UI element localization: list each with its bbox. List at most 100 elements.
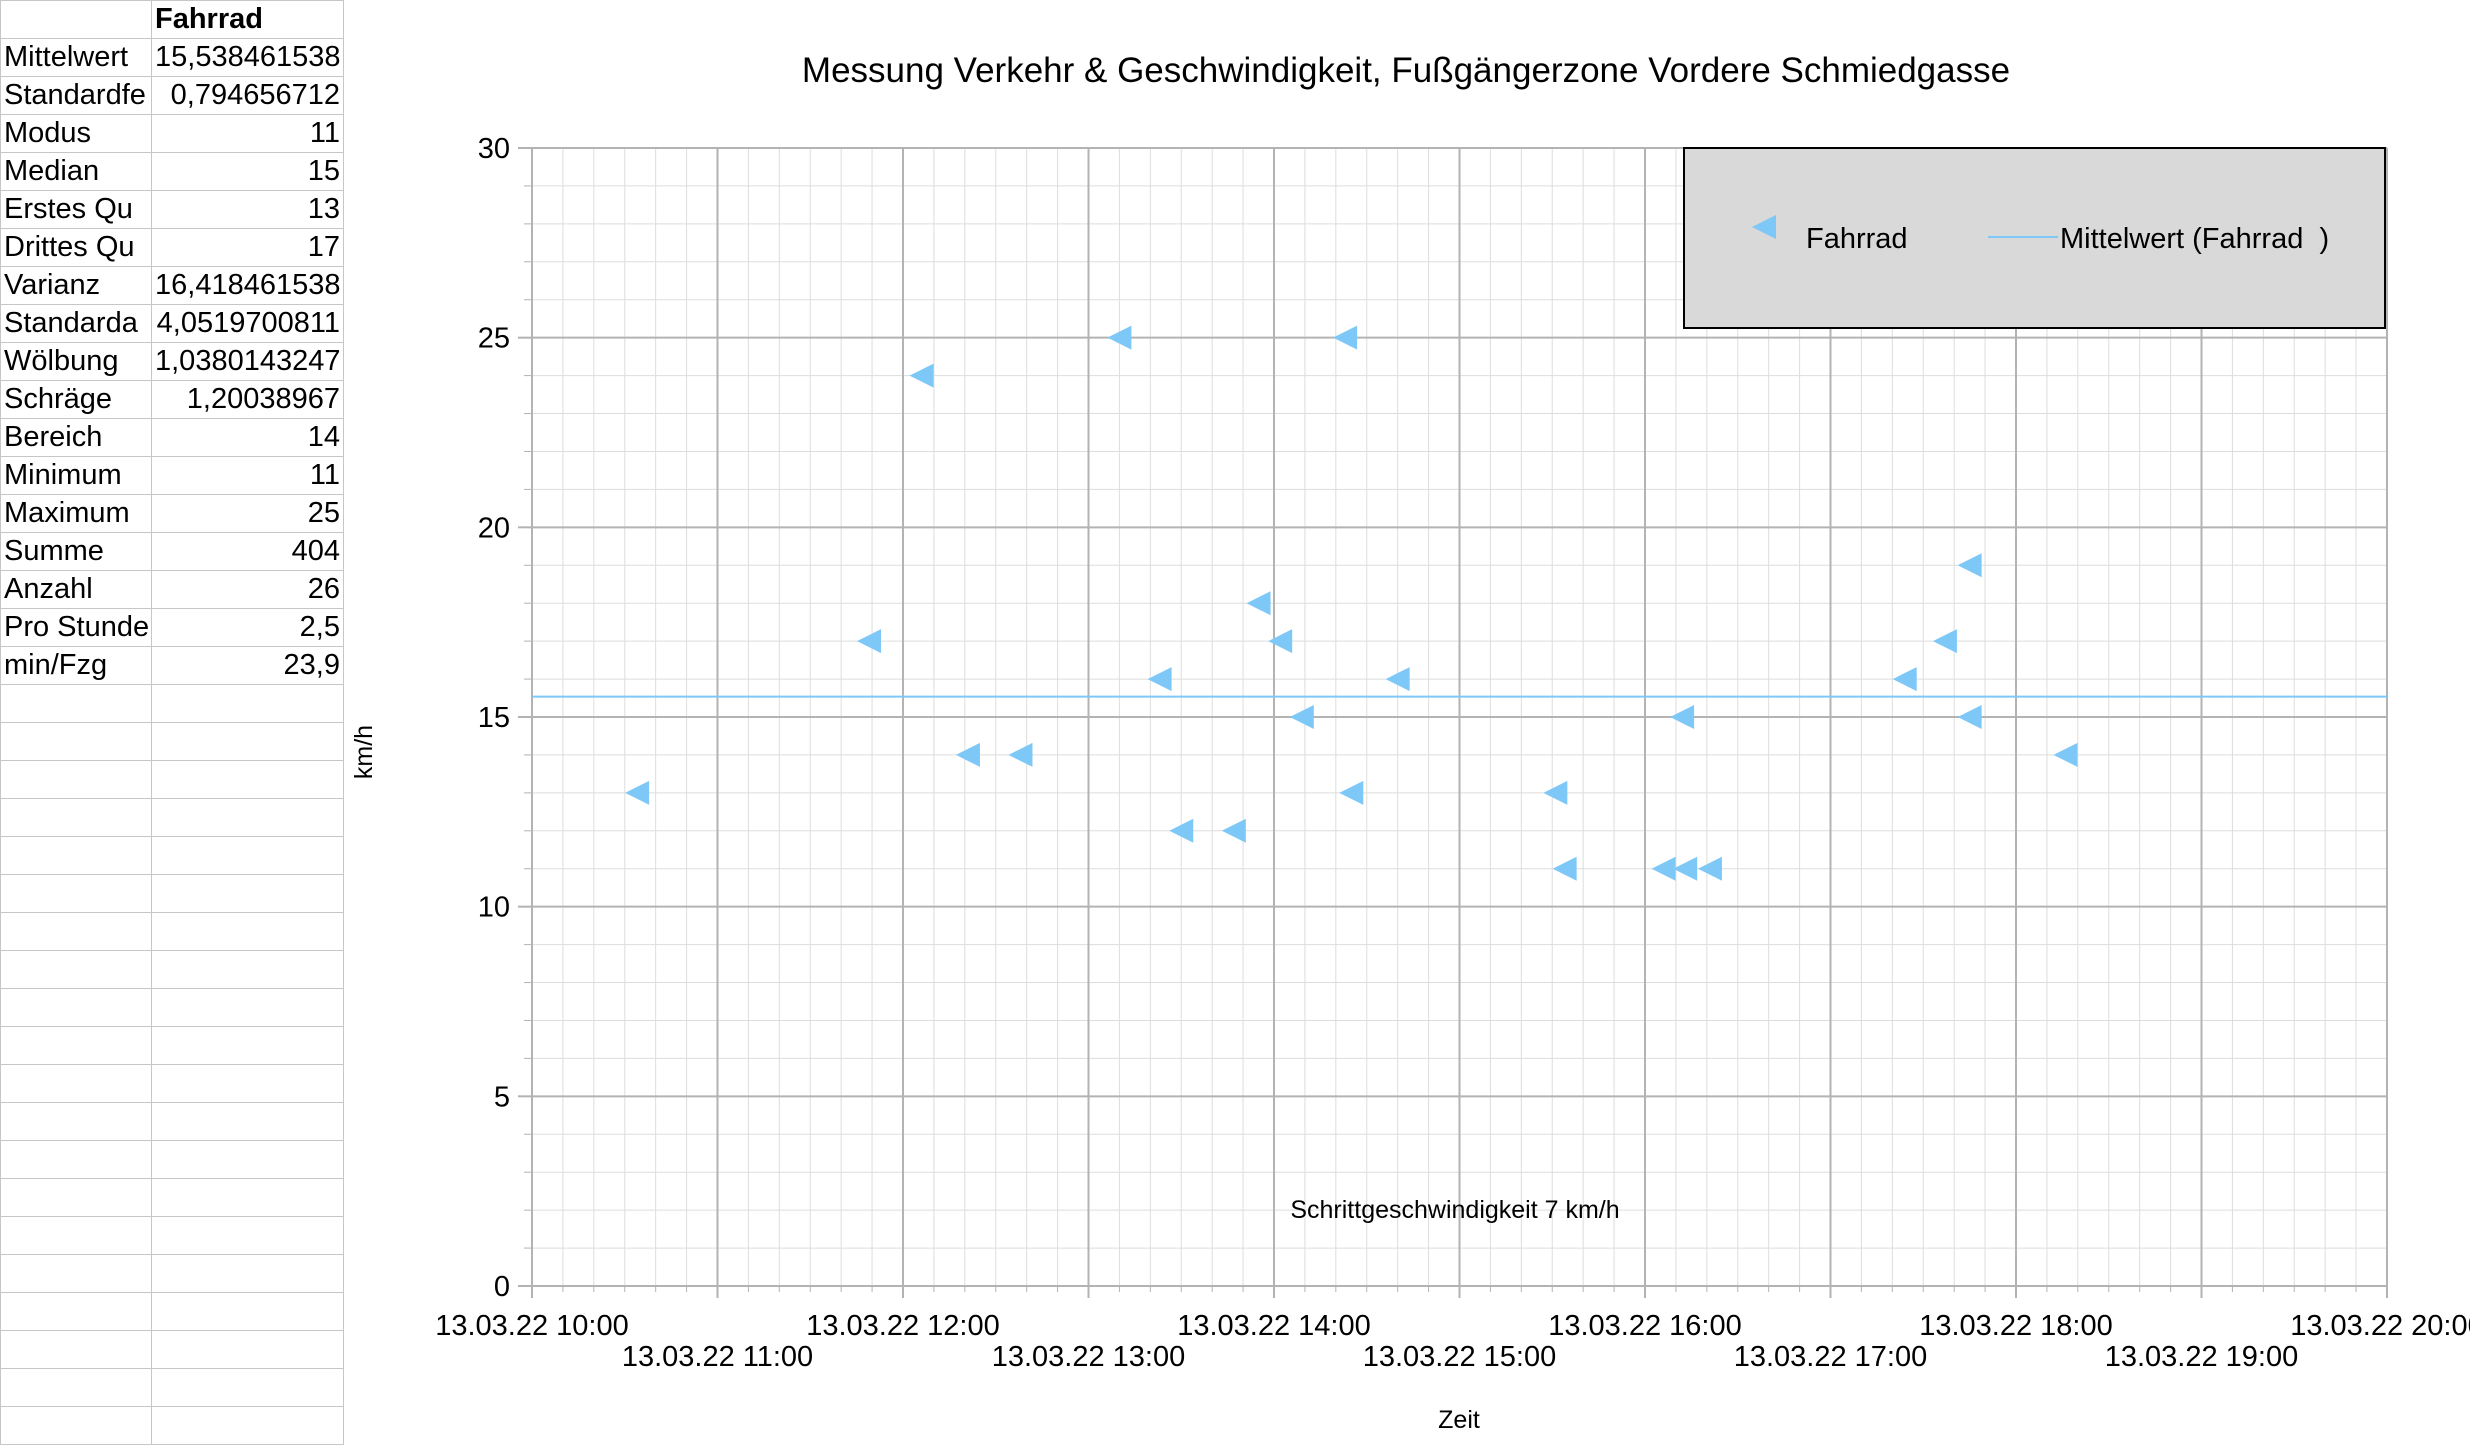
sheet-value-cell[interactable]: 1,20038967 (151, 380, 344, 419)
x-tick-label: 13.03.22 19:00 (2105, 1341, 2299, 1373)
sheet-cell-empty[interactable] (151, 1254, 344, 1293)
sheet-label-cell[interactable]: Summe (0, 532, 152, 571)
sheet-cell-empty[interactable] (151, 836, 344, 875)
data-point (909, 363, 934, 388)
sheet-label-cell[interactable]: Mittelwert (0, 38, 152, 77)
sheet-label-cell[interactable]: Modus (0, 114, 152, 153)
sheet-cell-empty[interactable] (0, 1216, 152, 1255)
sheet-cell-empty[interactable] (151, 1140, 344, 1179)
sheet-label-cell[interactable]: Maximum (0, 494, 152, 533)
sheet-value-cell[interactable]: 4,0519700811 (151, 304, 344, 343)
sheet-cell-empty[interactable] (0, 760, 152, 799)
sheet-cell-empty[interactable] (0, 1254, 152, 1293)
sheet-cell-empty[interactable] (151, 760, 344, 799)
sheet-cell-empty[interactable] (151, 798, 344, 837)
data-point (1552, 856, 1577, 881)
sheet-header-cell[interactable]: Fahrrad (151, 0, 344, 39)
sheet-cell-empty[interactable] (151, 950, 344, 989)
sheet-cell-empty[interactable] (151, 1026, 344, 1065)
legend: Fahrrad Mittelwert (Fahrrad ) (1683, 147, 2386, 329)
sheet-cell-empty[interactable] (0, 722, 152, 761)
data-point (1333, 325, 1358, 350)
sheet-row: Standardfe 0,794656712 (0, 76, 344, 115)
sheet-value-cell[interactable]: 23,9 (151, 646, 344, 685)
sheet-cell-empty[interactable] (151, 874, 344, 913)
sheet-cell-empty[interactable] (151, 722, 344, 761)
sheet-cell-empty[interactable] (151, 1102, 344, 1141)
sheet-cell-empty[interactable] (151, 1178, 344, 1217)
sheet-cell-empty[interactable] (0, 988, 152, 1027)
sheet-cell-empty[interactable] (151, 1406, 344, 1445)
sheet-cell-empty[interactable] (0, 1368, 152, 1407)
sheet-label-cell[interactable]: Standardfe (0, 76, 152, 115)
sheet-label-cell[interactable]: min/Fzg (0, 646, 152, 685)
sheet-label-cell[interactable]: Drittes Qu (0, 228, 152, 267)
sheet-label-cell[interactable]: Median (0, 152, 152, 191)
sheet-label-cell[interactable]: Minimum (0, 456, 152, 495)
sheet-cell-empty[interactable] (151, 1330, 344, 1369)
x-tick-label: 13.03.22 12:00 (806, 1310, 1000, 1342)
sheet-value-cell[interactable]: 15 (151, 152, 344, 191)
data-point (1221, 818, 1246, 843)
data-point (1268, 629, 1293, 654)
sheet-label-cell[interactable]: Anzahl (0, 570, 152, 609)
sheet-value-cell[interactable]: 26 (151, 570, 344, 609)
sheet-cell-empty[interactable] (151, 1064, 344, 1103)
sheet-cell-empty[interactable] (0, 0, 152, 39)
sheet-value-cell[interactable]: 11 (151, 114, 344, 153)
y-tick-label: 10 (478, 892, 510, 924)
sheet-row-empty (0, 798, 344, 837)
sheet-row-empty (0, 1064, 344, 1103)
sheet-cell-empty[interactable] (151, 684, 344, 723)
sheet-cell-empty[interactable] (151, 1368, 344, 1407)
sheet-label-cell[interactable]: Wölbung (0, 342, 152, 381)
sheet-cell-empty[interactable] (0, 836, 152, 875)
data-point (1932, 629, 1957, 654)
sheet-row-empty (0, 1406, 344, 1445)
legend-label-mean: Mittelwert (Fahrrad ) (2060, 223, 2329, 255)
sheet-cell-empty[interactable] (0, 950, 152, 989)
sheet-cell-empty[interactable] (0, 1178, 152, 1217)
sheet-label-cell[interactable]: Bereich (0, 418, 152, 457)
sheet-value-cell[interactable]: 404 (151, 532, 344, 571)
sheet-cell-empty[interactable] (0, 1406, 152, 1445)
sheet-cell-empty[interactable] (0, 1102, 152, 1141)
sheet-cell-empty[interactable] (151, 1216, 344, 1255)
sheet-value-cell[interactable]: 13 (151, 190, 344, 229)
sheet-value-cell[interactable]: 0,794656712 (151, 76, 344, 115)
sheet-label-cell[interactable]: Schräge (0, 380, 152, 419)
sheet-value-cell[interactable]: 15,538461538 (151, 38, 344, 77)
sheet-cell-empty[interactable] (0, 1140, 152, 1179)
sheet-value-cell[interactable]: 25 (151, 494, 344, 533)
sheet-value-cell[interactable]: 14 (151, 418, 344, 457)
sheet-value-cell[interactable]: 11 (151, 456, 344, 495)
sheet-cell-empty[interactable] (0, 1292, 152, 1331)
data-point (1543, 780, 1568, 805)
sheet-value-cell[interactable]: 1,0380143247 (151, 342, 344, 381)
sheet-cell-empty[interactable] (0, 1330, 152, 1369)
sheet-label-cell[interactable]: Varianz (0, 266, 152, 305)
sheet-row: Anzahl 26 (0, 570, 344, 609)
sheet-cell-empty[interactable] (0, 798, 152, 837)
sheet-row-empty (0, 1368, 344, 1407)
sheet-cell-empty[interactable] (0, 912, 152, 951)
sheet-row: Mittelwert 15,538461538 (0, 38, 344, 77)
sheet-label-cell[interactable]: Erstes Qu (0, 190, 152, 229)
sheet-label-cell[interactable]: Standarda (0, 304, 152, 343)
sheet-cell-empty[interactable] (151, 1292, 344, 1331)
sheet-value-cell[interactable]: 17 (151, 228, 344, 267)
sheet-cell-empty[interactable] (0, 684, 152, 723)
data-point (1957, 553, 1982, 578)
y-tick-label: 20 (478, 512, 510, 544)
sheet-cell-empty[interactable] (0, 874, 152, 913)
sheet-cell-empty[interactable] (0, 1064, 152, 1103)
sheet-label-cell[interactable]: Pro Stunde (0, 608, 152, 647)
spreadsheet-grid: Fahrrad Mittelwert 15,538461538 Standardfe 0… (0, 0, 344, 1445)
sheet-row: Pro Stunde 2,5 (0, 608, 344, 647)
sheet-value-cell[interactable]: 16,418461538 (151, 266, 344, 305)
sheet-cell-empty[interactable] (151, 912, 344, 951)
sheet-cell-empty[interactable] (0, 1026, 152, 1065)
sheet-cell-empty[interactable] (151, 988, 344, 1027)
sheet-value-cell[interactable]: 2,5 (151, 608, 344, 647)
